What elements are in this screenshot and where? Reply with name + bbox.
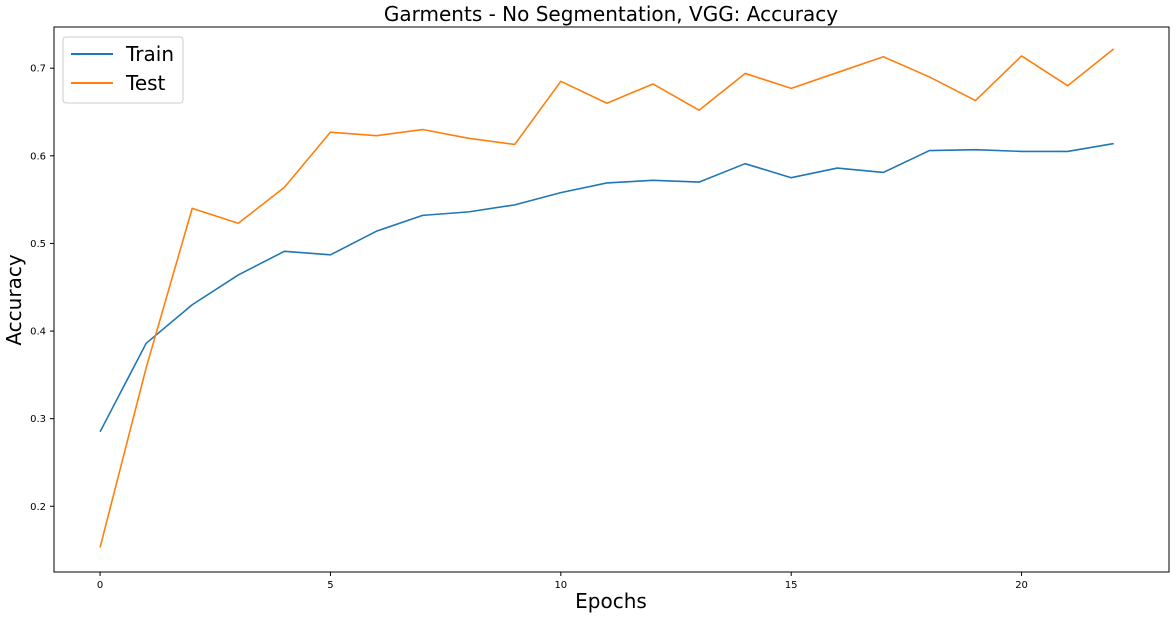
x-axis-title: Epochs <box>575 589 647 613</box>
x-tick-label: 20 <box>1015 580 1028 591</box>
y-tick-label: 0.4 <box>30 327 46 338</box>
series-lines <box>99 48 1115 548</box>
legend-label-train: Train <box>125 42 174 66</box>
x-tick-label: 0 <box>97 580 103 591</box>
y-tick-label: 0.7 <box>30 64 46 75</box>
y-tick-label: 0.2 <box>30 502 46 513</box>
x-tick-label: 5 <box>327 580 333 591</box>
y-axis-ticks: 0.2 0.3 0.4 0.5 0.6 0.7 <box>30 64 54 513</box>
y-tick-label: 0.3 <box>30 414 46 425</box>
y-axis-title: Accuracy <box>2 254 26 345</box>
legend-label-test: Test <box>125 71 166 95</box>
chart-title: Garments - No Segmentation, VGG: Accurac… <box>384 2 838 26</box>
plot-area <box>53 26 1170 573</box>
legend: Train Test <box>62 36 184 104</box>
x-axis-ticks: 0 5 10 15 20 <box>97 572 1028 591</box>
x-tick-label: 15 <box>785 580 798 591</box>
y-tick-label: 0.6 <box>30 151 46 162</box>
x-tick-label: 10 <box>554 580 567 591</box>
y-tick-label: 0.5 <box>30 239 46 250</box>
